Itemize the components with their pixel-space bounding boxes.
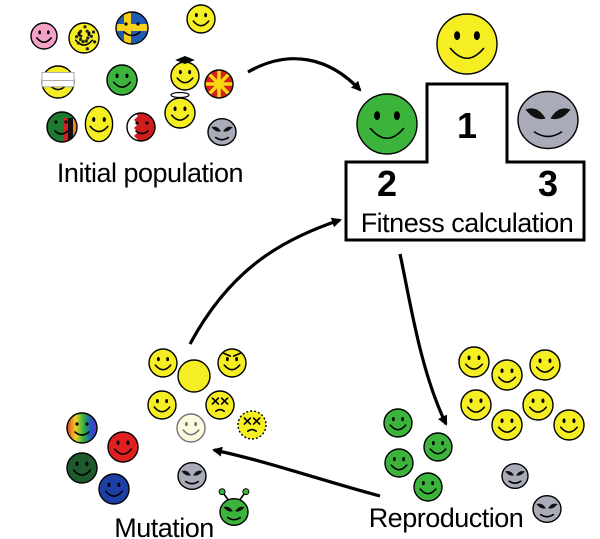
offspring-alien-icon bbox=[532, 495, 562, 524]
podium bbox=[344, 82, 586, 242]
offspring-yellow-smiley-icon bbox=[460, 389, 492, 421]
mutation-smiley-icon bbox=[148, 348, 178, 378]
arrow-to-fitness bbox=[247, 57, 362, 92]
blue-smiley-icon bbox=[98, 473, 130, 505]
arrow-to-mutation bbox=[212, 446, 381, 498]
second-place-smiley-icon bbox=[356, 93, 418, 155]
mutation-alien-icon bbox=[177, 462, 207, 491]
smiley-icon bbox=[186, 4, 216, 34]
offspring-green-smiley-icon bbox=[413, 472, 443, 502]
leopard-smiley-icon bbox=[68, 22, 100, 54]
podium-rank-1: 1 bbox=[457, 105, 477, 146]
first-place-smiley-icon bbox=[436, 13, 498, 75]
arrow-to-fitness-from-mutation bbox=[188, 217, 342, 345]
third-place-alien-icon bbox=[517, 90, 579, 150]
mutation-label: Mutation bbox=[114, 513, 214, 539]
arrow-to-reproduction bbox=[398, 253, 448, 426]
bandaged-smiley-icon bbox=[41, 65, 75, 99]
initial-population-label: Initial population bbox=[57, 158, 243, 188]
angry-smiley-icon bbox=[217, 348, 247, 378]
offspring-green-smiley-icon bbox=[384, 448, 414, 478]
population-faces bbox=[30, 4, 585, 527]
podium-rank-3: 3 bbox=[538, 163, 558, 204]
red-smiley-icon bbox=[107, 431, 139, 463]
offspring-yellow-smiley-icon bbox=[458, 346, 490, 378]
offspring-yellow-smiley-icon bbox=[553, 409, 585, 441]
offspring-green-smiley-icon bbox=[423, 432, 453, 462]
pink-smiley-icon bbox=[30, 22, 58, 50]
rainbow-smiley-icon bbox=[66, 412, 98, 444]
mutation-smiley-icon bbox=[147, 390, 177, 420]
graduate-smiley-icon bbox=[170, 56, 200, 91]
blank-mutated-smiley-icon bbox=[177, 359, 211, 393]
dashed-smiley-icon bbox=[237, 410, 267, 440]
offspring-yellow-smiley-icon bbox=[491, 409, 523, 441]
offspring-green-smiley-icon bbox=[383, 408, 413, 438]
offspring-yellow-smiley-icon bbox=[522, 389, 554, 421]
dark-green-smiley-icon bbox=[66, 452, 98, 484]
dead-smiley-icon bbox=[205, 390, 235, 420]
alien-face-icon bbox=[207, 117, 237, 146]
sweden-flag-smiley-icon bbox=[115, 11, 149, 45]
reproduction-label: Reproduction bbox=[369, 503, 524, 533]
green-smiley-icon bbox=[106, 64, 138, 96]
offspring-alien-icon bbox=[501, 462, 529, 490]
fitness-calculation-label: Fitness calculation bbox=[361, 208, 574, 238]
bahrain-flag-smiley-icon bbox=[126, 112, 156, 142]
offspring-yellow-smiley-icon bbox=[529, 349, 561, 381]
faded-smiley-icon bbox=[176, 413, 206, 443]
zambia-flag-smiley-icon bbox=[46, 111, 78, 143]
halo-smiley-icon bbox=[164, 91, 196, 129]
podium-rank-2: 2 bbox=[377, 163, 397, 204]
green-alien-icon bbox=[218, 488, 250, 527]
egg-smiley-icon bbox=[84, 105, 114, 143]
sun-flag-smiley-icon bbox=[204, 69, 234, 99]
offspring-yellow-smiley-icon bbox=[491, 359, 523, 391]
